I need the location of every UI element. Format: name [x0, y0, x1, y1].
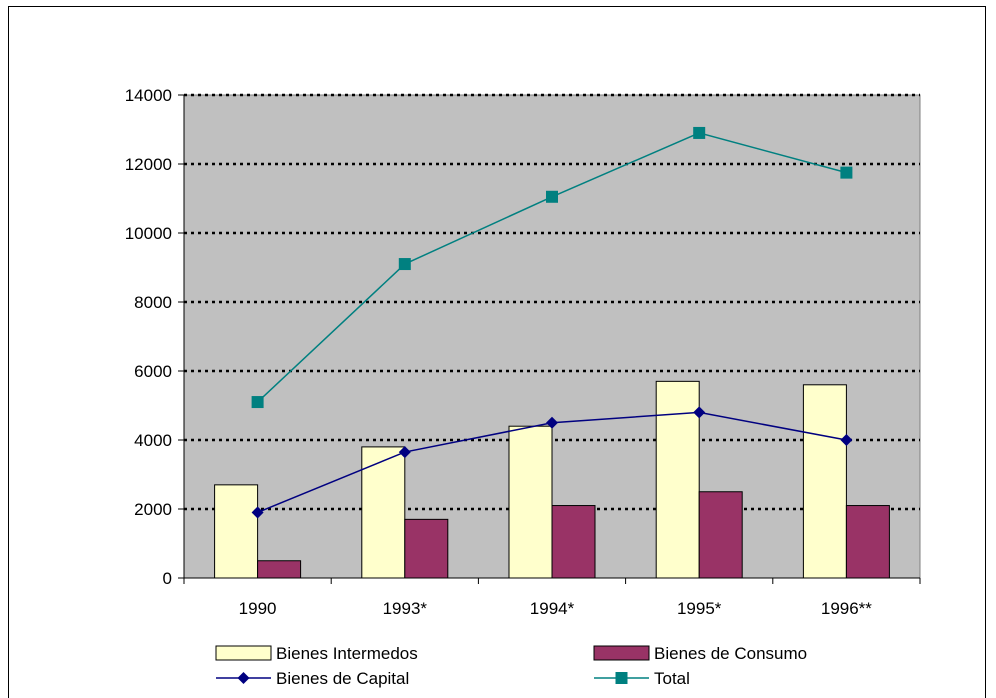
legend-swatch	[215, 645, 272, 661]
bar-intermedios	[802, 384, 847, 579]
x-tick-label: 1996**	[821, 599, 872, 618]
bar-intermedios	[508, 425, 553, 579]
y-tick-label: 8000	[134, 293, 172, 312]
bar-intermedios	[655, 380, 700, 579]
point-marker	[546, 416, 558, 429]
point-marker	[840, 434, 853, 446]
x-tick-label: 1995*	[677, 599, 722, 618]
axes: 0 2000 4000 6000 8000 10000 12000 14000 1990 1993…	[125, 86, 921, 618]
y-tick-label: 4000	[134, 431, 172, 450]
legend-label: Total	[654, 669, 690, 688]
point-marker	[251, 396, 264, 409]
legend-marker	[615, 672, 628, 684]
bar-consumo	[257, 560, 302, 579]
point-marker	[693, 126, 706, 139]
bar-intermedios	[361, 446, 406, 579]
legend-label: Bienes Intermedos	[276, 644, 418, 663]
legend-label: Bienes de Capital	[276, 669, 409, 688]
point-marker	[840, 166, 853, 179]
point-marker	[251, 506, 264, 519]
bar-consumo	[845, 505, 890, 579]
y-tick-label: 0	[163, 569, 172, 588]
y-tick-label: 2000	[134, 500, 172, 519]
legend-label: Bienes de Consumo	[654, 644, 807, 663]
x-tick-label: 1990	[239, 599, 277, 618]
y-tick-label: 10000	[125, 224, 172, 243]
point-marker	[546, 190, 558, 203]
bar-consumo	[551, 505, 596, 579]
y-tick-label: 6000	[134, 362, 172, 381]
x-tick-label: 1994*	[530, 599, 575, 618]
point-marker	[398, 446, 411, 459]
bar-intermedios	[214, 484, 259, 579]
legend-swatch	[593, 645, 650, 661]
point-marker	[693, 406, 706, 419]
x-tick-label: 1993*	[383, 599, 428, 618]
bars	[214, 380, 890, 579]
y-tick-label: 12000	[125, 155, 172, 174]
point-marker	[398, 258, 411, 271]
legend-marker	[237, 672, 250, 684]
bar-consumo	[404, 518, 449, 579]
bar-consumo	[698, 491, 743, 579]
legend: Bienes Intermedos Bienes de Consumo Bienes…	[215, 644, 807, 688]
y-tick-label: 14000	[125, 86, 172, 105]
series-lines	[251, 126, 853, 519]
